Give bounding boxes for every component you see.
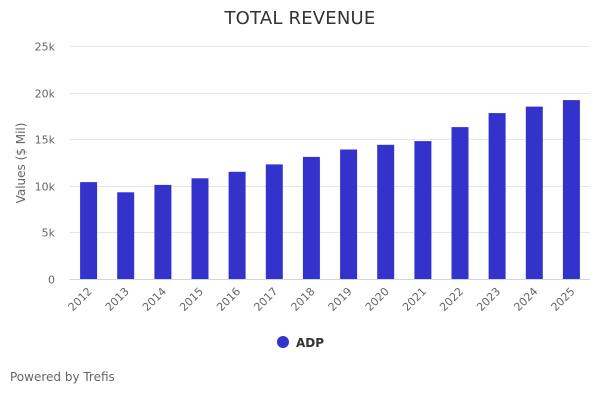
bar-2016[interactable]	[228, 171, 246, 279]
y-tick-label: 15k	[35, 134, 56, 147]
bar-2012[interactable]	[80, 182, 98, 279]
x-axis-ticks: 2012 2013 2014 2015 2016 2017 2018 2019 2020 2021…	[66, 285, 578, 314]
x-tick-label: 2013	[103, 285, 132, 314]
bar-2019[interactable]	[340, 149, 358, 280]
bar-2022[interactable]	[451, 127, 469, 279]
powered-by-credit: Powered by Trefis	[10, 370, 115, 384]
legend-marker-icon	[277, 336, 289, 348]
chart-title: TOTAL REVENUE	[224, 8, 376, 29]
x-tick-label: 2017	[251, 285, 280, 314]
x-tick-label: 2014	[140, 285, 169, 314]
bar-2024[interactable]	[525, 106, 543, 279]
x-tick-label: 2025	[549, 285, 578, 314]
y-axis-title: Values ($ Mil)	[14, 123, 28, 204]
x-tick-label: 2012	[66, 285, 95, 314]
x-tick-label: 2020	[363, 285, 392, 314]
bar-2023[interactable]	[488, 113, 506, 279]
x-tick-label: 2019	[326, 285, 355, 314]
y-tick-label: 10k	[35, 181, 56, 194]
bar-2014[interactable]	[154, 184, 172, 279]
x-tick-label: 2023	[474, 285, 503, 314]
x-tick-label: 2018	[289, 285, 318, 314]
legend-label[interactable]: ADP	[296, 336, 324, 350]
bar-2017[interactable]	[265, 164, 283, 279]
bar-2020[interactable]	[377, 144, 395, 279]
bars	[80, 100, 580, 279]
y-axis-ticks: 0 5k 10k 15k 20k 25k	[35, 41, 56, 287]
x-tick-label: 2015	[177, 285, 206, 314]
y-tick-label: 0	[48, 274, 55, 287]
x-tick-label: 2021	[400, 285, 429, 314]
gridlines	[70, 46, 590, 233]
bar-2025[interactable]	[562, 100, 580, 279]
x-tick-label: 2022	[437, 285, 466, 314]
x-tick-label: 2024	[511, 285, 540, 314]
y-tick-label: 25k	[35, 41, 56, 54]
y-tick-label: 5k	[42, 227, 56, 240]
x-tick-label: 2016	[214, 285, 243, 314]
bar-2018[interactable]	[302, 156, 320, 279]
bar-2021[interactable]	[414, 141, 432, 279]
bar-2013[interactable]	[117, 192, 135, 279]
legend[interactable]: ADP	[277, 336, 324, 350]
y-tick-label: 20k	[35, 88, 56, 101]
bar-2015[interactable]	[191, 178, 209, 279]
